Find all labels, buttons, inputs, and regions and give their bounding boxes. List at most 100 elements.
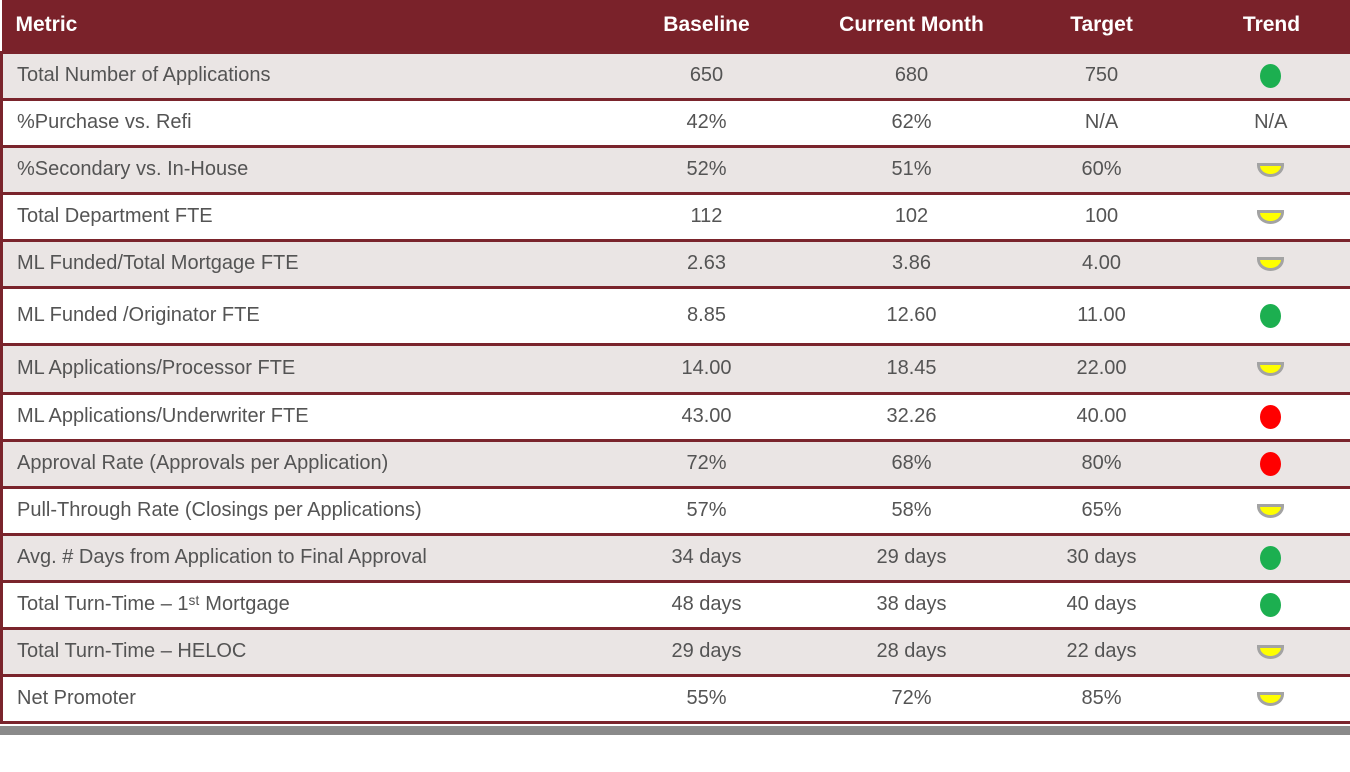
table-row: Net Promoter 55% 72% 85% bbox=[0, 673, 1350, 724]
baseline-cell: 14.00 bbox=[601, 342, 812, 393]
baseline-cell: 48 days bbox=[601, 579, 812, 628]
trend-cell bbox=[1191, 391, 1350, 440]
trend-cell bbox=[1191, 626, 1350, 675]
current-month-cell: 72% bbox=[811, 673, 1012, 724]
trend-cell bbox=[1191, 144, 1350, 193]
target-cell: N/A bbox=[1011, 97, 1192, 146]
table-row: Pull-Through Rate (Closings per Applicat… bbox=[0, 485, 1350, 534]
table-row: %Purchase vs. Refi 42% 62% N/A N/A bbox=[0, 97, 1350, 146]
trend-green-icon bbox=[1260, 545, 1282, 570]
target-cell: 85% bbox=[1011, 673, 1192, 724]
current-month-cell: 68% bbox=[811, 438, 1012, 487]
kpi-table: Metric Baseline Current Month Target Tre… bbox=[0, 0, 1350, 724]
trend-yellow-icon bbox=[1257, 644, 1285, 659]
trend-cell bbox=[1191, 673, 1350, 724]
metric-cell: Total Turn-Time – HELOC bbox=[0, 626, 602, 675]
trend-cell bbox=[1191, 191, 1350, 240]
current-month-cell: 12.60 bbox=[811, 285, 1012, 344]
target-cell: 22 days bbox=[1011, 626, 1192, 675]
current-month-cell: 62% bbox=[811, 97, 1012, 146]
baseline-cell: 8.85 bbox=[601, 285, 812, 344]
current-month-cell: 18.45 bbox=[811, 342, 1012, 393]
target-cell: 22.00 bbox=[1011, 342, 1192, 393]
metric-cell: Net Promoter bbox=[0, 673, 602, 724]
baseline-cell: 43.00 bbox=[601, 391, 812, 440]
table-row: Approval Rate (Approvals per Application… bbox=[0, 438, 1350, 487]
col-header-current-month: Current Month bbox=[811, 0, 1012, 52]
trend-cell bbox=[1191, 485, 1350, 534]
col-header-baseline: Baseline bbox=[601, 0, 812, 52]
current-month-cell: 102 bbox=[811, 191, 1012, 240]
trend-yellow-icon bbox=[1257, 503, 1285, 518]
metric-cell: Pull-Through Rate (Closings per Applicat… bbox=[0, 485, 602, 534]
target-cell: 11.00 bbox=[1011, 285, 1192, 344]
current-month-cell: 38 days bbox=[811, 579, 1012, 628]
kpi-dashboard: Metric Baseline Current Month Target Tre… bbox=[0, 0, 1350, 735]
table-row: Avg. # Days from Application to Final Ap… bbox=[0, 532, 1350, 581]
target-cell: 100 bbox=[1011, 191, 1192, 240]
metric-cell: Total Turn-Time – 1ˢᵗ Mortgage bbox=[0, 579, 602, 628]
table-row: ML Funded /Originator FTE 8.85 12.60 11.00 bbox=[0, 285, 1350, 344]
trend-yellow-icon bbox=[1257, 691, 1285, 706]
current-month-cell: 28 days bbox=[811, 626, 1012, 675]
table-row: Total Turn-Time – HELOC 29 days 28 days 22 … bbox=[0, 626, 1350, 675]
trend-yellow-icon bbox=[1257, 209, 1285, 224]
trend-cell bbox=[1191, 438, 1350, 487]
current-month-cell: 3.86 bbox=[811, 238, 1012, 287]
table-body: Total Number of Applications 650 680 750 %Pu… bbox=[0, 50, 1350, 724]
baseline-cell: 52% bbox=[601, 144, 812, 193]
table-row: Total Department FTE 112 102 100 bbox=[0, 191, 1350, 240]
metric-cell: Total Number of Applications bbox=[0, 50, 602, 99]
baseline-cell: 2.63 bbox=[601, 238, 812, 287]
target-cell: 60% bbox=[1011, 144, 1192, 193]
baseline-cell: 57% bbox=[601, 485, 812, 534]
trend-cell bbox=[1191, 579, 1350, 628]
baseline-cell: 55% bbox=[601, 673, 812, 724]
current-month-cell: 51% bbox=[811, 144, 1012, 193]
table-row: ML Applications/Processor FTE 14.00 18.45 2… bbox=[0, 342, 1350, 393]
trend-yellow-icon bbox=[1257, 162, 1285, 177]
current-month-cell: 680 bbox=[811, 50, 1012, 99]
metric-cell: Total Department FTE bbox=[0, 191, 602, 240]
metric-cell: ML Funded /Originator FTE bbox=[0, 285, 602, 344]
metric-cell: Avg. # Days from Application to Final Ap… bbox=[0, 532, 602, 581]
table-row: %Secondary vs. In-House 52% 51% 60% bbox=[0, 144, 1350, 193]
trend-red-icon bbox=[1260, 404, 1282, 429]
table-row: ML Applications/Underwriter FTE 43.00 32.2… bbox=[0, 391, 1350, 440]
metric-cell: ML Funded/Total Mortgage FTE bbox=[0, 238, 602, 287]
target-cell: 40.00 bbox=[1011, 391, 1192, 440]
header-row: Metric Baseline Current Month Target Tre… bbox=[1, 0, 1350, 52]
trend-cell bbox=[1191, 285, 1350, 344]
table-row: Total Number of Applications 650 680 750 bbox=[0, 50, 1350, 99]
target-cell: 65% bbox=[1011, 485, 1192, 534]
current-month-cell: 58% bbox=[811, 485, 1012, 534]
target-cell: 80% bbox=[1011, 438, 1192, 487]
trend-cell bbox=[1191, 50, 1350, 99]
trend-yellow-icon bbox=[1257, 361, 1285, 376]
metric-cell: ML Applications/Underwriter FTE bbox=[0, 391, 602, 440]
col-header-metric: Metric bbox=[1, 0, 602, 52]
baseline-cell: 112 bbox=[601, 191, 812, 240]
table-row: ML Funded/Total Mortgage FTE 2.63 3.86 4.00 bbox=[0, 238, 1350, 287]
current-month-cell: 32.26 bbox=[811, 391, 1012, 440]
metric-cell: %Purchase vs. Refi bbox=[0, 97, 602, 146]
trend-green-icon bbox=[1260, 303, 1282, 328]
baseline-cell: 29 days bbox=[601, 626, 812, 675]
target-cell: 30 days bbox=[1011, 532, 1192, 581]
horizontal-scrollbar[interactable] bbox=[0, 725, 1350, 735]
metric-cell: ML Applications/Processor FTE bbox=[0, 342, 602, 393]
metric-cell: %Secondary vs. In-House bbox=[0, 144, 602, 193]
current-month-cell: 29 days bbox=[811, 532, 1012, 581]
trend-green-icon bbox=[1260, 63, 1282, 88]
target-cell: 40 days bbox=[1011, 579, 1192, 628]
trend-cell: N/A bbox=[1191, 97, 1350, 146]
col-header-trend: Trend bbox=[1191, 0, 1350, 52]
col-header-target: Target bbox=[1011, 0, 1192, 52]
trend-cell bbox=[1191, 532, 1350, 581]
trend-red-icon bbox=[1260, 451, 1282, 476]
trend-green-icon bbox=[1260, 592, 1282, 617]
table-row: Total Turn-Time – 1ˢᵗ Mortgage 48 days 38 … bbox=[0, 579, 1350, 628]
trend-yellow-icon bbox=[1257, 256, 1285, 271]
baseline-cell: 34 days bbox=[601, 532, 812, 581]
baseline-cell: 650 bbox=[601, 50, 812, 99]
